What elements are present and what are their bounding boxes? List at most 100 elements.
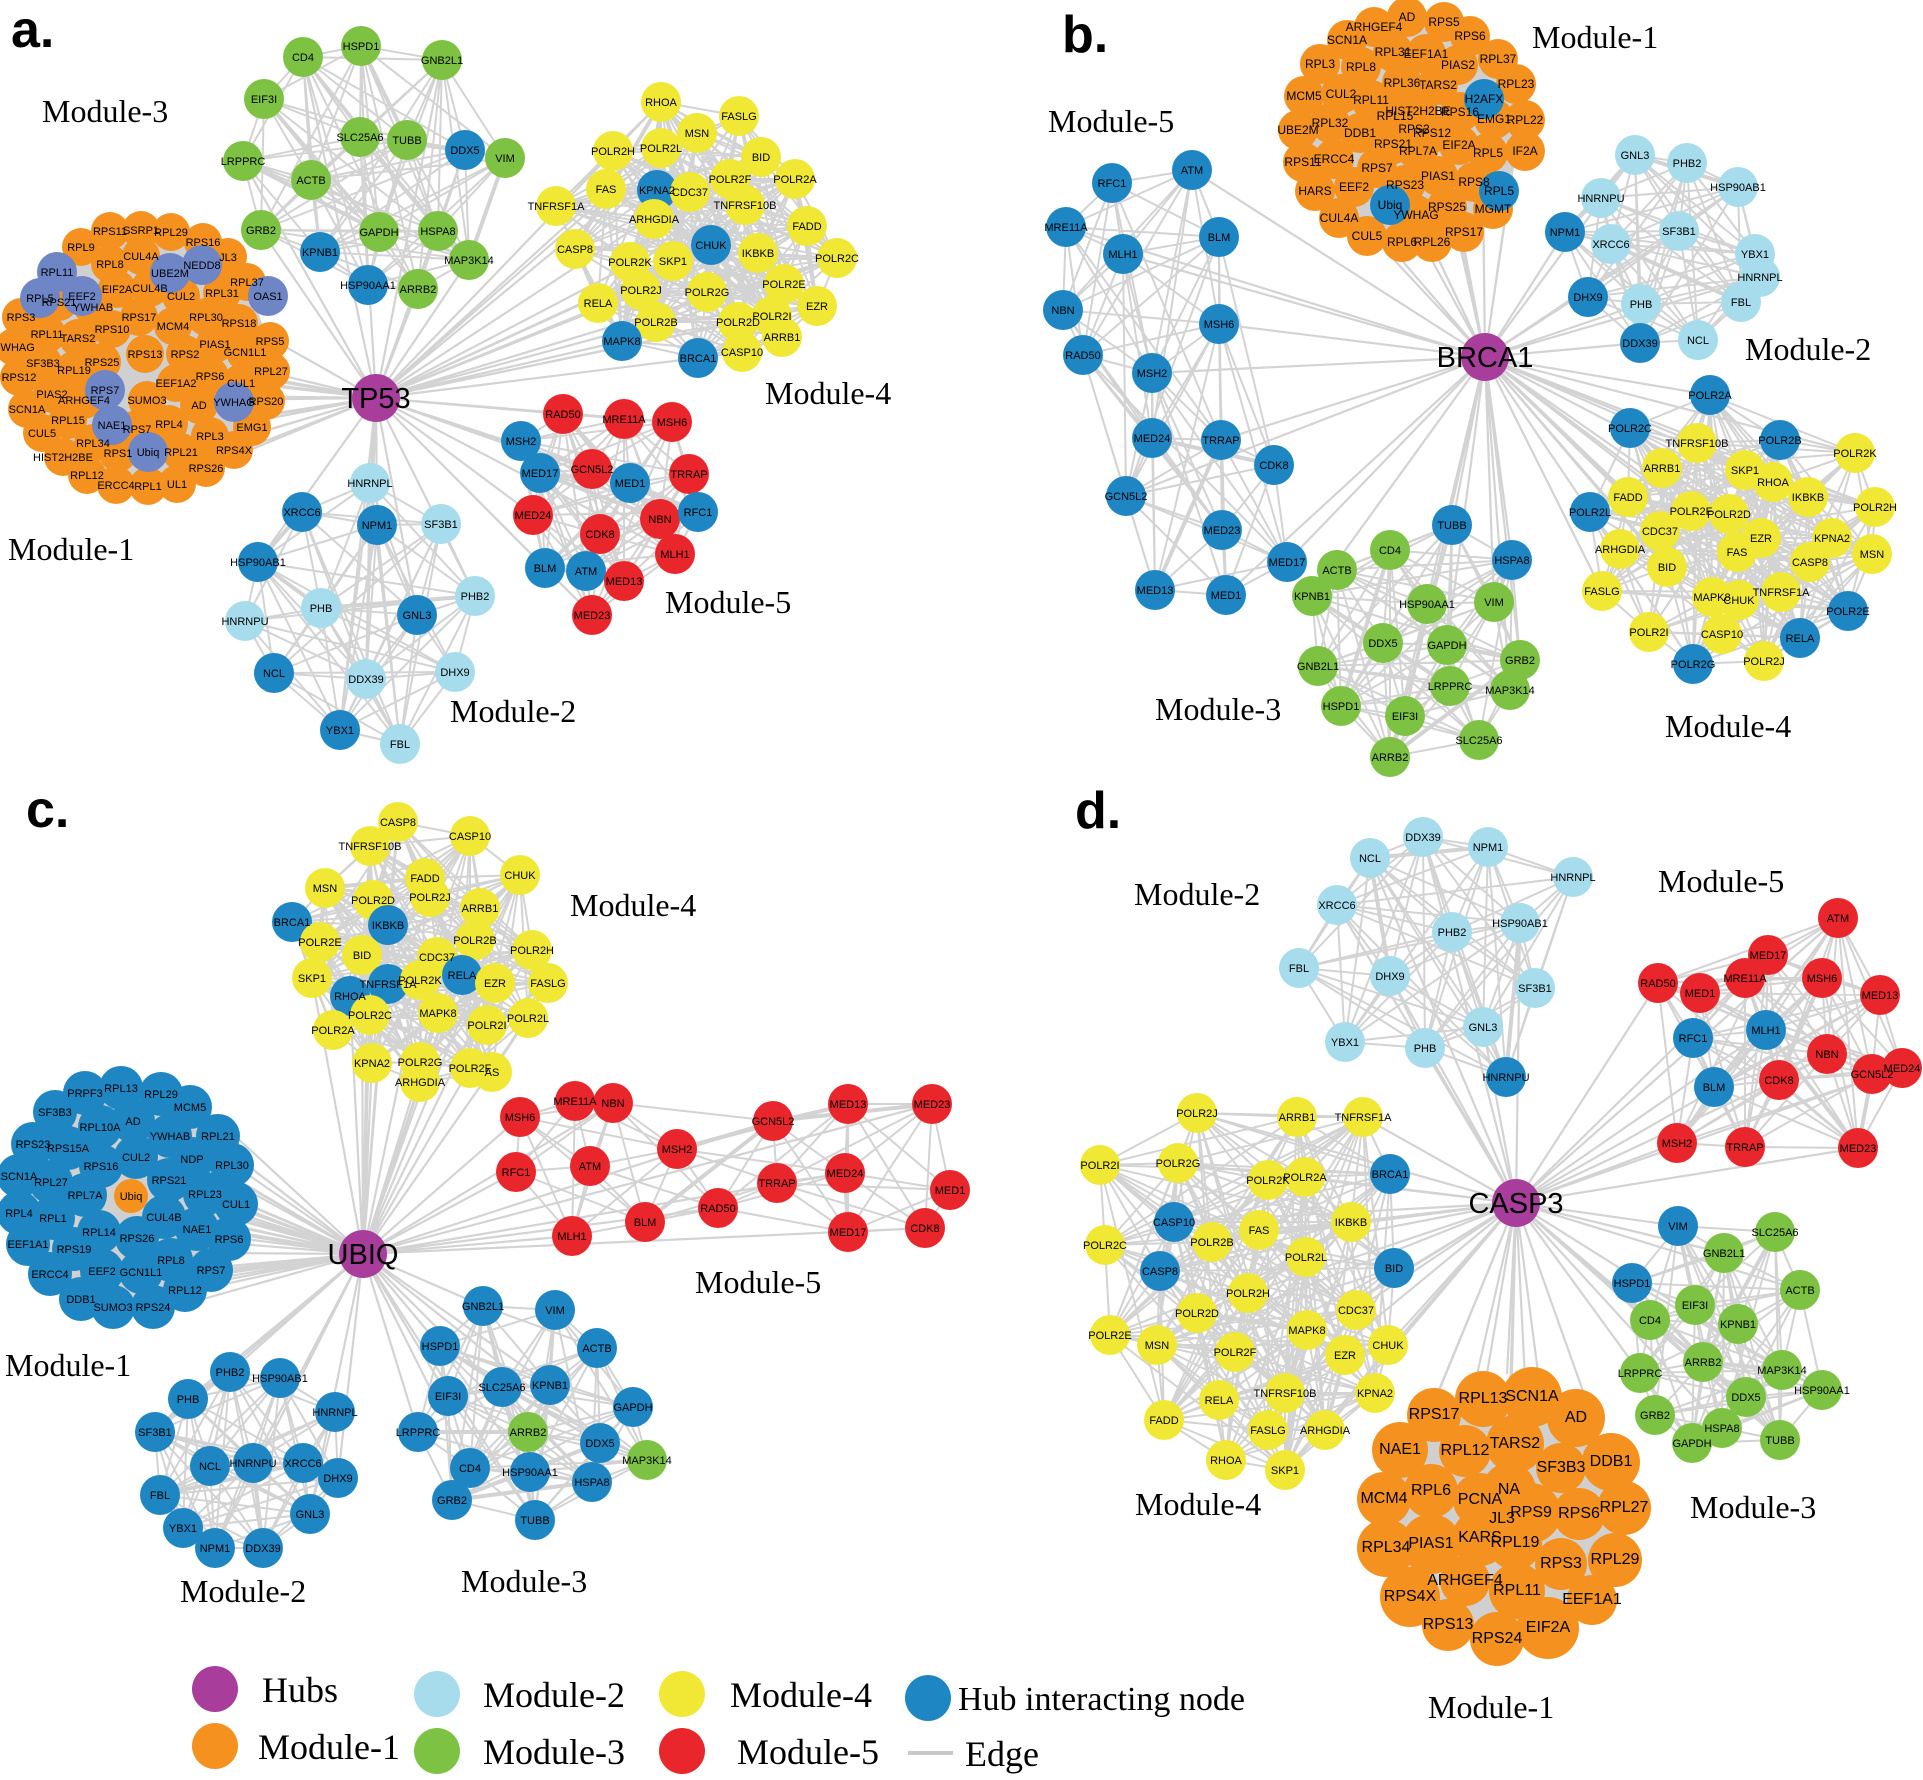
svg-text:YBX1: YBX1 xyxy=(169,1523,197,1535)
svg-text:MED17: MED17 xyxy=(522,468,559,480)
svg-text:RPS17: RPS17 xyxy=(1409,1406,1460,1423)
svg-text:RAD50: RAD50 xyxy=(1640,978,1675,990)
svg-text:IKBKB: IKBKB xyxy=(1335,1217,1367,1229)
svg-text:HNRNPL: HNRNPL xyxy=(312,1407,357,1419)
svg-text:RPL29: RPL29 xyxy=(144,1089,178,1101)
svg-text:POLR2I: POLR2I xyxy=(1629,627,1668,639)
svg-text:ARHGEF4: ARHGEF4 xyxy=(1346,20,1403,34)
svg-text:BLM: BLM xyxy=(1703,1082,1726,1094)
svg-text:NCL: NCL xyxy=(263,668,285,680)
svg-text:POLR2A: POLR2A xyxy=(773,174,817,186)
svg-text:FBL: FBL xyxy=(1289,963,1309,975)
svg-text:TNFRSF10B: TNFRSF10B xyxy=(339,841,402,853)
svg-text:RPL3: RPL3 xyxy=(196,431,224,443)
svg-text:MLH1: MLH1 xyxy=(1108,249,1137,261)
svg-text:ACTB: ACTB xyxy=(1322,565,1351,577)
svg-text:CUL1: CUL1 xyxy=(222,1199,250,1211)
svg-text:RPL23: RPL23 xyxy=(1498,77,1535,91)
svg-text:TARS2: TARS2 xyxy=(61,333,96,345)
svg-text:RPS7: RPS7 xyxy=(91,385,120,397)
svg-text:RPL21: RPL21 xyxy=(164,447,198,459)
svg-text:GNL3: GNL3 xyxy=(1621,150,1650,162)
svg-text:HNRNPU: HNRNPU xyxy=(1482,1072,1529,1084)
svg-text:MED1: MED1 xyxy=(615,478,646,490)
svg-text:JL3: JL3 xyxy=(219,252,237,264)
svg-text:CUL4A: CUL4A xyxy=(1320,211,1359,225)
svg-text:LRPPRC: LRPPRC xyxy=(396,1427,441,1439)
svg-text:HSP90AB1: HSP90AB1 xyxy=(1492,918,1548,930)
svg-text:ARRB2: ARRB2 xyxy=(1372,752,1409,764)
svg-text:RPL10A: RPL10A xyxy=(80,1122,122,1134)
svg-text:b.: b. xyxy=(1062,6,1108,64)
svg-text:SUMO3: SUMO3 xyxy=(127,395,166,407)
svg-text:RPS24: RPS24 xyxy=(136,1302,171,1314)
svg-text:RPL5: RPL5 xyxy=(1484,184,1514,198)
svg-text:POLR2K: POLR2K xyxy=(608,257,652,269)
svg-text:YWHAG: YWHAG xyxy=(213,397,255,409)
svg-text:EEF2: EEF2 xyxy=(68,291,96,303)
svg-text:IKBKB: IKBKB xyxy=(372,920,404,932)
svg-text:Module-2: Module-2 xyxy=(180,1573,306,1609)
svg-text:CDC37: CDC37 xyxy=(672,187,708,199)
svg-text:PCNA: PCNA xyxy=(1458,1491,1503,1508)
svg-text:GCN1L1: GCN1L1 xyxy=(120,1267,163,1279)
svg-text:RPL3: RPL3 xyxy=(1305,57,1335,71)
svg-text:POLR2H: POLR2H xyxy=(1853,502,1897,514)
svg-text:HSP90AB1: HSP90AB1 xyxy=(230,557,286,569)
svg-text:ATM: ATM xyxy=(575,566,597,578)
svg-text:ARHGDIA: ARHGDIA xyxy=(395,1077,446,1089)
svg-text:RPL8: RPL8 xyxy=(1346,60,1376,74)
svg-text:RAD50: RAD50 xyxy=(545,409,580,421)
svg-text:GAPDH: GAPDH xyxy=(1427,640,1466,652)
svg-text:POLR2G: POLR2G xyxy=(398,1057,443,1069)
svg-text:TNFRSF10B: TNFRSF10B xyxy=(714,200,777,212)
svg-text:HNRNPU: HNRNPU xyxy=(1577,193,1624,205)
svg-text:HSP90AA1: HSP90AA1 xyxy=(1399,599,1455,611)
svg-text:POLR2D: POLR2D xyxy=(716,317,760,329)
svg-text:TNFRSF1A: TNFRSF1A xyxy=(1753,587,1811,599)
svg-text:NBN: NBN xyxy=(1815,1049,1838,1061)
svg-text:MSH2: MSH2 xyxy=(662,1144,693,1156)
svg-text:HSP90AA1: HSP90AA1 xyxy=(502,1467,558,1479)
svg-text:CDK8: CDK8 xyxy=(910,1223,939,1235)
svg-text:RPL30: RPL30 xyxy=(189,312,223,324)
svg-text:YBX1: YBX1 xyxy=(1331,1037,1359,1049)
svg-text:FASLG: FASLG xyxy=(721,111,756,123)
svg-text:MED13: MED13 xyxy=(830,1099,867,1111)
svg-text:POLR2C: POLR2C xyxy=(815,253,859,265)
svg-text:ACTB: ACTB xyxy=(582,1343,611,1355)
svg-text:POLR2E: POLR2E xyxy=(298,937,341,949)
svg-text:Module-2: Module-2 xyxy=(450,693,576,729)
svg-text:HARS: HARS xyxy=(1298,184,1331,198)
svg-text:LRPPRC: LRPPRC xyxy=(1618,1368,1663,1380)
svg-text:MRE11A: MRE11A xyxy=(1723,973,1767,985)
svg-text:CDC37: CDC37 xyxy=(1642,526,1678,538)
svg-text:CHUK: CHUK xyxy=(1723,595,1755,607)
svg-text:ERCC4: ERCC4 xyxy=(97,480,134,492)
svg-text:POLR2F: POLR2F xyxy=(449,1063,492,1075)
svg-text:DDB1: DDB1 xyxy=(1590,1453,1633,1470)
svg-text:Module-3: Module-3 xyxy=(1690,1489,1816,1525)
svg-text:KARS: KARS xyxy=(1458,1529,1502,1546)
svg-text:NPM1: NPM1 xyxy=(200,1543,231,1555)
svg-text:Module-3: Module-3 xyxy=(1155,691,1281,727)
svg-text:EZR: EZR xyxy=(806,301,828,313)
svg-text:RAD50: RAD50 xyxy=(1065,350,1100,362)
svg-text:PHB: PHB xyxy=(177,1394,200,1406)
svg-text:RPS18: RPS18 xyxy=(222,318,257,330)
svg-text:GNL3: GNL3 xyxy=(296,1509,325,1521)
svg-text:RPL37: RPL37 xyxy=(230,277,264,289)
svg-text:PHB2: PHB2 xyxy=(1673,158,1702,170)
svg-text:HSPD1: HSPD1 xyxy=(343,41,380,53)
svg-text:HNRNPU: HNRNPU xyxy=(221,616,268,628)
svg-text:RPL6: RPL6 xyxy=(1387,235,1417,249)
svg-text:HSP90AA1: HSP90AA1 xyxy=(340,280,396,292)
svg-text:POLR2K: POLR2K xyxy=(1833,448,1877,460)
svg-text:FBL: FBL xyxy=(150,1490,170,1502)
svg-text:POLR2H: POLR2H xyxy=(591,146,635,158)
svg-text:XRCC6: XRCC6 xyxy=(284,1458,321,1470)
svg-text:CUL5: CUL5 xyxy=(1352,229,1383,243)
svg-text:EEF2: EEF2 xyxy=(1339,180,1369,194)
svg-text:POLR2G: POLR2G xyxy=(1671,659,1716,671)
svg-text:DHX9: DHX9 xyxy=(440,667,469,679)
